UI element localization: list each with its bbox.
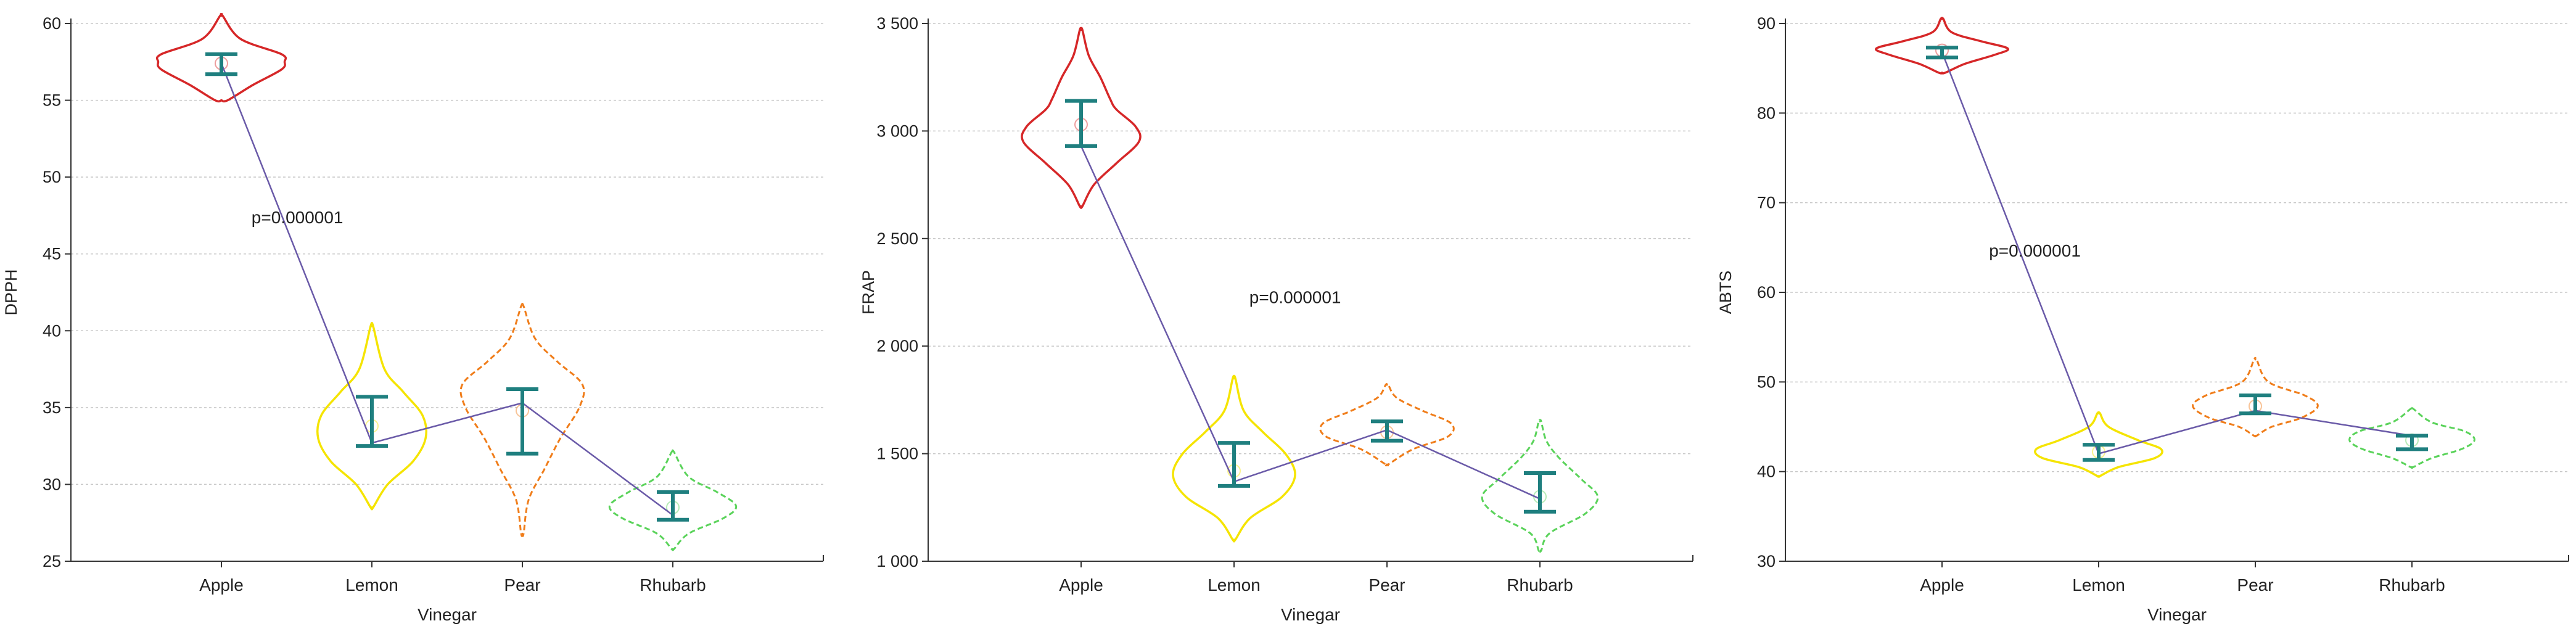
x-category-labels: Apple Lemon Pear Rhubarb xyxy=(199,561,706,595)
violin-lemon xyxy=(2034,411,2163,478)
ci-bar-rhubarb xyxy=(657,490,689,522)
axes xyxy=(1785,19,2569,562)
violins xyxy=(1021,27,1599,553)
violin-apple xyxy=(1021,27,1142,209)
trend-line xyxy=(1941,52,2413,455)
ci-bar-rhubarb xyxy=(1524,471,1556,514)
chart-panel-frap: 1 000 1 500 2 000 2 500 3 000 3 500 Apple Lemo… xyxy=(859,14,1693,624)
y-tick-label: 2 500 xyxy=(876,229,918,248)
violin-rhubarb xyxy=(2348,406,2475,469)
mean-trend-line xyxy=(1080,146,1541,500)
y-tick-label: 50 xyxy=(1757,373,1776,391)
y-ticks: 25 30 35 40 45 50 55 60 xyxy=(43,14,71,570)
axes xyxy=(70,19,824,562)
p-value-annotation: p=0.000001 xyxy=(1249,287,1341,307)
y-tick-label: 40 xyxy=(43,321,61,340)
y-tick-label: 80 xyxy=(1757,104,1776,122)
ci-bar-pear xyxy=(506,387,538,456)
x-category-labels: Apple Lemon Pear Rhubarb xyxy=(1920,561,2445,595)
x-axis-label: Vinegar xyxy=(418,605,477,624)
ci-error-bars xyxy=(205,52,689,522)
x-axis-label: Vinegar xyxy=(1281,605,1340,624)
violin-apple xyxy=(155,13,287,103)
y-ticks: 1 000 1 500 2 000 2 500 3 000 3 500 xyxy=(876,14,928,570)
y-tick-label: 90 xyxy=(1757,14,1776,33)
y-tick-label: 60 xyxy=(43,14,61,33)
x-axis-label: Vinegar xyxy=(2147,605,2207,624)
axes xyxy=(928,19,1693,562)
p-value-annotation: p=0.000001 xyxy=(1989,241,2081,260)
x-tick-label: Apple xyxy=(1920,575,1964,595)
p-value-annotation: p=0.000001 xyxy=(252,208,344,227)
y-axis-label: DPPH xyxy=(2,269,20,315)
x-tick-label: Apple xyxy=(1059,575,1103,595)
gridlines xyxy=(71,23,823,562)
ci-bar-pear xyxy=(2239,393,2271,416)
violins xyxy=(1874,17,2475,478)
y-axis-label: FRAP xyxy=(859,270,878,315)
y-tick-label: 25 xyxy=(43,552,61,570)
violins xyxy=(155,13,738,551)
y-tick-label: 45 xyxy=(43,245,61,263)
violin-rhubarb xyxy=(608,449,738,551)
trend-line xyxy=(220,63,673,516)
violin-apple xyxy=(1874,17,2010,75)
ci-bar-apple xyxy=(1065,99,1097,148)
violin-lemon xyxy=(1172,374,1296,543)
ci-bar-rhubarb xyxy=(2396,434,2428,451)
y-tick-label: 40 xyxy=(1757,463,1776,481)
x-tick-label: Rhubarb xyxy=(2379,575,2445,595)
trend-line xyxy=(1080,146,1541,500)
violin-rhubarb xyxy=(1481,419,1599,553)
x-tick-label: Pear xyxy=(504,575,540,595)
ci-bar-lemon xyxy=(2083,443,2115,462)
x-tick-label: Rhubarb xyxy=(640,575,706,595)
chart-panel-abts: 30 40 50 60 70 80 90 Apple Lemon Pear Rhubarb ABT… xyxy=(1716,14,2569,624)
violin-lemon xyxy=(316,321,427,511)
y-tick-label: 3 500 xyxy=(876,14,918,33)
y-ticks: 30 40 50 60 70 80 90 xyxy=(1757,14,1785,570)
x-tick-label: Lemon xyxy=(345,575,398,595)
ci-bar-lemon xyxy=(356,395,388,448)
y-tick-label: 1 500 xyxy=(876,445,918,463)
ci-bar-pear xyxy=(1371,419,1403,443)
y-tick-label: 30 xyxy=(43,475,61,493)
x-tick-label: Pear xyxy=(2237,575,2273,595)
chart-panel-dpph: 25 30 35 40 45 50 55 60 Apple Lemon Pear Rhubarb D… xyxy=(2,13,824,624)
gridlines xyxy=(1785,23,2569,562)
y-tick-label: 60 xyxy=(1757,283,1776,302)
x-tick-label: Lemon xyxy=(2072,575,2125,595)
y-tick-label: 70 xyxy=(1757,194,1776,212)
y-tick-label: 30 xyxy=(1757,552,1776,570)
y-axis-label: ABTS xyxy=(1716,271,1735,315)
y-tick-label: 35 xyxy=(43,398,61,417)
ci-error-bars xyxy=(1065,99,1556,514)
x-tick-label: Pear xyxy=(1368,575,1405,595)
y-tick-label: 3 000 xyxy=(876,121,918,140)
ci-bar-apple xyxy=(205,52,237,76)
mean-trend-line xyxy=(220,63,673,516)
x-tick-label: Rhubarb xyxy=(1507,575,1573,595)
ci-bar-lemon xyxy=(1218,441,1250,488)
y-tick-label: 55 xyxy=(43,91,61,110)
y-tick-label: 2 000 xyxy=(876,337,918,355)
y-tick-label: 1 000 xyxy=(876,552,918,570)
y-tick-label: 50 xyxy=(43,168,61,186)
violin-pear xyxy=(1319,382,1455,467)
ci-bar-apple xyxy=(1926,46,1958,60)
x-tick-label: Apple xyxy=(199,575,244,595)
mean-trend-line xyxy=(1941,52,2413,455)
x-category-labels: Apple Lemon Pear Rhubarb xyxy=(1059,561,1573,595)
ci-error-bars xyxy=(1926,46,2428,462)
x-tick-label: Lemon xyxy=(1208,575,1261,595)
